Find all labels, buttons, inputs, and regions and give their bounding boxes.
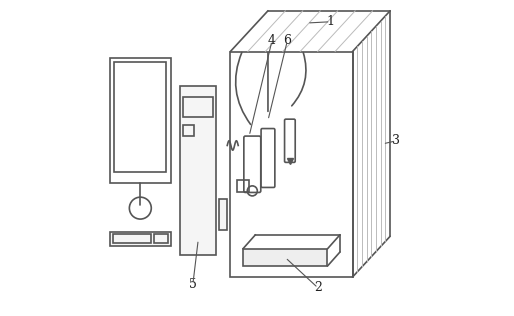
Bar xyxy=(183,125,194,136)
Bar xyxy=(113,234,151,243)
FancyBboxPatch shape xyxy=(285,119,295,162)
Bar xyxy=(115,63,166,172)
Text: 5: 5 xyxy=(189,278,197,291)
Bar xyxy=(183,97,213,117)
Bar xyxy=(243,249,327,266)
Text: 1: 1 xyxy=(326,15,335,28)
Text: 4: 4 xyxy=(268,34,276,47)
Text: 3: 3 xyxy=(392,134,400,147)
Bar xyxy=(154,234,168,243)
FancyBboxPatch shape xyxy=(261,129,275,187)
Bar xyxy=(180,86,216,255)
Text: 2: 2 xyxy=(314,282,322,295)
Bar xyxy=(110,232,171,246)
FancyBboxPatch shape xyxy=(244,136,261,192)
Text: 6: 6 xyxy=(283,34,291,47)
Bar xyxy=(110,58,171,183)
Bar xyxy=(219,199,227,230)
Bar xyxy=(230,52,353,277)
Bar xyxy=(236,180,249,192)
